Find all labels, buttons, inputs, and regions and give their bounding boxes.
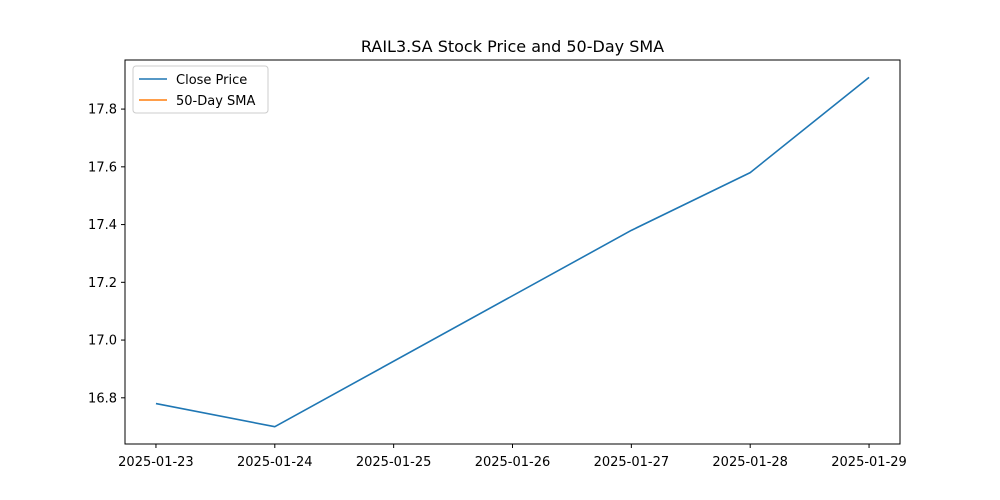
plot-frame (124, 59, 901, 445)
x-tick-label: 2025-01-23 (118, 455, 194, 470)
legend: Close Price 50-Day SMA (132, 65, 269, 114)
legend-label-close-price: Close Price (176, 73, 247, 88)
x-tick-label: 2025-01-29 (831, 455, 907, 470)
x-tick-label: 2025-01-24 (237, 455, 313, 470)
x-tick-label: 2025-01-28 (712, 455, 788, 470)
y-tick-label: 17.8 (88, 103, 117, 118)
y-tick-label: 17.2 (88, 276, 117, 291)
legend-box (132, 65, 269, 114)
chart-title: RAIL3.SA Stock Price and 50-Day SMA (361, 37, 664, 56)
x-tick-label: 2025-01-26 (475, 455, 551, 470)
y-tick-label: 17.0 (88, 334, 117, 349)
x-axis: 2025-01-23 2025-01-24 2025-01-25 2025-01-26… (118, 444, 907, 470)
y-tick-label: 16.8 (88, 391, 117, 406)
series-line-close-price (155, 76, 870, 428)
x-tick-label: 2025-01-25 (356, 455, 432, 470)
y-tick-label: 17.4 (88, 218, 117, 233)
plot-lines (155, 76, 870, 428)
y-axis: 16.8 17.0 17.2 17.4 17.6 17.8 (88, 103, 125, 406)
x-tick-label: 2025-01-27 (594, 455, 670, 470)
y-tick-label: 17.6 (88, 160, 117, 175)
legend-label-50-day-sma: 50-Day SMA (176, 94, 256, 109)
